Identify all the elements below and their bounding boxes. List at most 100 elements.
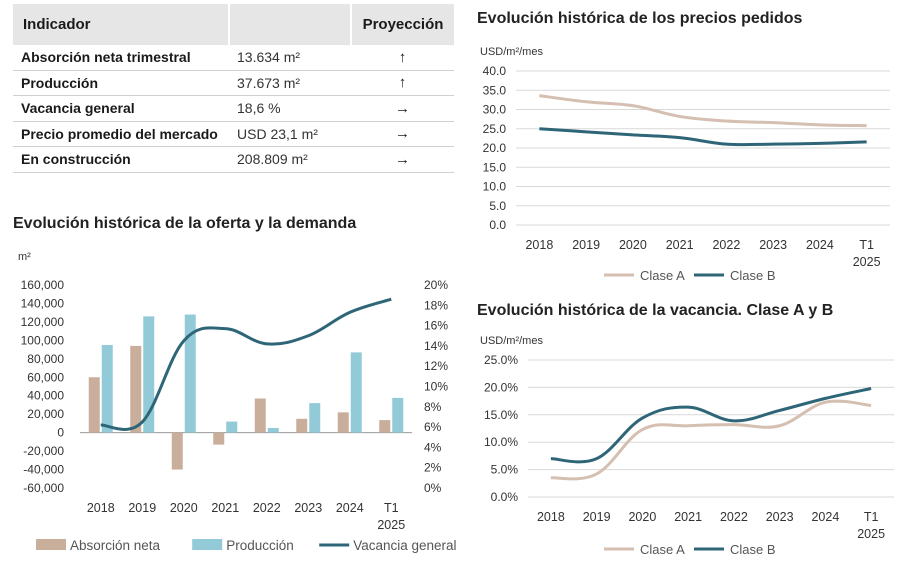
- x-tick-label: 2021: [666, 238, 694, 252]
- indicator-value: USD 23,1 m²: [229, 121, 351, 147]
- y-tick-label: 80,000: [27, 352, 64, 366]
- y2-tick-label: 14%: [424, 339, 448, 353]
- indicator-label: Vacancia general: [13, 95, 229, 122]
- y-tick-label: -40,000: [23, 463, 64, 477]
- x-tick-label: T1 2025: [857, 510, 885, 541]
- header-indicator: Indicador: [13, 4, 229, 45]
- table-row: En construcción 208.809 m² →: [13, 146, 454, 173]
- asking-price-chart: USD/m²/mes 40.0 35.0 30.0 25.0 20.0 15.0 10.0 5.…: [480, 46, 890, 283]
- indicator-label: Precio promedio del mercado: [13, 121, 229, 147]
- bar-absorcion: [254, 398, 266, 433]
- y-tick-label: 40,000: [27, 389, 64, 403]
- vacancy-chart: USD/m²/mes 25.0% 20.0% 15.0% 10.0% 5.0% 0.0% 20…: [480, 335, 894, 557]
- y-tick-label: 0: [57, 426, 64, 440]
- y-tick-label: 25.0%: [484, 353, 518, 367]
- indicator-table: Indicador Proyección Absorción neta trim…: [13, 4, 454, 173]
- y-tick-label: 35.0: [483, 83, 507, 97]
- indicator-value: 208.809 m²: [229, 146, 351, 173]
- series-line-clase-a: [550, 399, 872, 481]
- chart-title-supply-demand: Evolución histórica de la oferta y la de…: [13, 215, 357, 232]
- projection-arrow-icon: →: [351, 121, 454, 147]
- x-tick-label: 2019: [572, 238, 600, 252]
- indicator-label: En construcción: [13, 146, 229, 173]
- legend-label: Clase B: [730, 268, 776, 283]
- chart-title-vacancy: Evolución histórica de la vacancia. Clas…: [477, 302, 834, 319]
- bar-absorcion: [296, 418, 308, 433]
- x-tick-label: T1 2025: [377, 501, 405, 532]
- x-tick-label: 2023: [294, 501, 322, 515]
- series-line-clase-b: [539, 127, 867, 147]
- y-tick-label: 5.0: [489, 199, 506, 213]
- y-tick-label: 40.0: [483, 64, 507, 78]
- indicator-value: 37.673 m²: [229, 70, 351, 96]
- x-tick-label: 2022: [720, 510, 748, 524]
- y-tick-label: 140,000: [21, 296, 65, 310]
- bar-absorcion: [130, 345, 142, 433]
- x-tick-label: T1 2025: [853, 238, 881, 269]
- y-tick-label: 20.0%: [484, 380, 518, 394]
- legend-label: Clase A: [640, 542, 685, 557]
- x-tick-label: 2019: [583, 510, 611, 524]
- y2-tick-label: 18%: [424, 298, 448, 312]
- indicator-label: Absorción neta trimestral: [13, 45, 229, 71]
- bar-absorcion: [337, 412, 349, 433]
- y-tick-label: 10.0: [483, 180, 507, 194]
- indicator-label: Producción: [13, 70, 229, 96]
- legend-label: Vacancia general: [353, 538, 456, 553]
- y2-tick-label: 8%: [424, 400, 442, 414]
- bar-produccion: [392, 397, 404, 433]
- y-tick-label: 15.0: [483, 160, 507, 174]
- y-tick-label: 5.0%: [491, 463, 519, 477]
- series-line-clase-b: [550, 387, 872, 464]
- legend-label: Producción: [226, 538, 294, 553]
- y-tick-label: 10.0%: [484, 435, 518, 449]
- x-tick-label: 2020: [619, 238, 647, 252]
- projection-arrow-icon: →: [351, 95, 454, 122]
- header-value: [228, 4, 352, 45]
- bar-produccion: [267, 428, 279, 433]
- bar-produccion: [309, 403, 321, 433]
- bar-produccion: [226, 421, 238, 433]
- bar-absorcion: [171, 432, 183, 470]
- table-row: Vacancia general 18,6 % →: [13, 95, 454, 122]
- y-tick-label: 20.0: [483, 141, 507, 155]
- x-tick-label: 2024: [811, 510, 839, 524]
- table-row: Producción 37.673 m² ↑: [13, 70, 454, 96]
- x-tick-label: 2018: [537, 510, 565, 524]
- y2-tick-label: 2%: [424, 461, 442, 475]
- y-axis-unit-label: USD/m²/mes: [480, 46, 543, 58]
- legend-label: Clase B: [730, 542, 776, 557]
- y-tick-label: 100,000: [21, 333, 65, 347]
- bar-produccion: [101, 344, 113, 433]
- x-tick-label: 2023: [759, 238, 787, 252]
- y-tick-label: 20,000: [27, 407, 64, 421]
- x-tick-label: 2022: [712, 238, 740, 252]
- series-line-vacancia: [100, 297, 392, 432]
- indicator-value: 13.634 m²: [229, 45, 351, 71]
- y-tick-label: 160,000: [21, 278, 65, 292]
- chart-title-prices: Evolución histórica de los precios pedid…: [477, 10, 803, 27]
- y2-tick-label: 4%: [424, 440, 442, 454]
- y-tick-label: 0.0%: [491, 490, 519, 504]
- x-tick-label: 2020: [170, 501, 198, 515]
- header-projection: Proyección: [351, 4, 454, 45]
- legend-swatch: [36, 539, 66, 550]
- table-row: Precio promedio del mercado USD 23,1 m² →: [13, 121, 454, 147]
- x-tick-label: 2021: [211, 501, 239, 515]
- y-tick-label: 120,000: [21, 315, 65, 329]
- x-tick-label: 2018: [87, 501, 115, 515]
- x-tick-label: 2018: [525, 238, 553, 252]
- y-axis-unit-label: m²: [18, 251, 31, 263]
- y2-tick-label: 10%: [424, 380, 448, 394]
- x-tick-label: 2019: [128, 501, 156, 515]
- x-tick-label: 2020: [628, 510, 656, 524]
- y-tick-label: 60,000: [27, 370, 64, 384]
- legend-swatch: [192, 539, 223, 550]
- y2-tick-label: 12%: [424, 359, 448, 373]
- y-tick-label: 15.0%: [484, 408, 518, 422]
- series-line-clase-a: [539, 94, 867, 128]
- x-tick-label: 2023: [766, 510, 794, 524]
- y-tick-label: 0.0: [489, 218, 506, 232]
- y-axis-unit-label: USD/m²/mes: [480, 335, 543, 347]
- bar-produccion: [184, 314, 196, 433]
